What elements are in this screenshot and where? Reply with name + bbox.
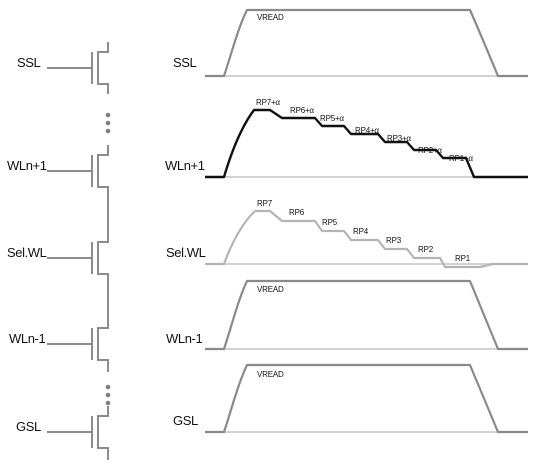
- ssl-transistor: [47, 42, 109, 94]
- vread-label-gsl: VREAD: [257, 370, 284, 379]
- wln1-step-rp4: RP4+α: [355, 126, 379, 135]
- left-label-wlm1: WLn-1: [9, 331, 45, 346]
- sel-step-rp4: RP4: [353, 227, 369, 236]
- wave-label-gsl: GSL: [173, 413, 198, 428]
- gsl-transistor: [47, 406, 109, 460]
- waveform-gsl: GSL VREAD: [173, 363, 528, 434]
- sel-step-rp2: RP2: [418, 245, 434, 254]
- wln1-step-rp1: RP1+α: [449, 154, 473, 163]
- left-label-gsl: GSL: [16, 419, 41, 434]
- waveform-wln1: WLn+1 RP7+α RP6+α RP5+α RP4+α RP3+α RP2+…: [165, 98, 528, 179]
- wln1-step-rp2: RP2+α: [418, 146, 442, 155]
- left-label-sel-wl: Sel.WL: [7, 245, 47, 260]
- vread-label-ssl: VREAD: [257, 13, 284, 22]
- waveform-wlm1: WLn-1 VREAD: [166, 279, 528, 351]
- left-label-ssl: SSL: [17, 55, 41, 70]
- left-label-wln1: WLn+1: [7, 158, 47, 173]
- waveform-ssl: SSL VREAD: [173, 8, 528, 78]
- sel-step-rp3: RP3: [386, 236, 402, 245]
- wln1-step-rp6: RP6+α: [290, 106, 314, 115]
- string-continuation-dots-top: [105, 112, 111, 134]
- wave-label-wlm1: WLn-1: [166, 331, 202, 346]
- wlm1-transistor: [47, 328, 93, 360]
- wave-label-sel-wl: Sel.WL: [166, 245, 206, 260]
- wln1-step-rp5: RP5+α: [320, 114, 344, 123]
- sel-step-rp7: RP7: [257, 199, 273, 208]
- wln1-step-rp7: RP7+α: [256, 98, 280, 107]
- wln1-step-rp3: RP3+α: [387, 134, 411, 143]
- waveform-sel-wl: Sel.WL RP7 RP6 RP5 RP4 RP3 RP2 RP1: [166, 199, 528, 269]
- sel-wl-transistor: [47, 242, 93, 274]
- wave-label-ssl: SSL: [173, 55, 197, 70]
- sel-step-rp1: RP1: [455, 254, 471, 263]
- vread-label-wlm1: VREAD: [257, 285, 284, 294]
- string-continuation-dots-bottom: [105, 384, 111, 406]
- nand-string-schematic: SSL WLn+1 Sel.WL WLn-1 GSL: [7, 42, 111, 460]
- wave-label-wln1: WLn+1: [165, 158, 205, 173]
- sel-step-rp6: RP6: [289, 208, 305, 217]
- sel-step-rp5: RP5: [322, 218, 338, 227]
- wln1-transistor: [47, 145, 109, 372]
